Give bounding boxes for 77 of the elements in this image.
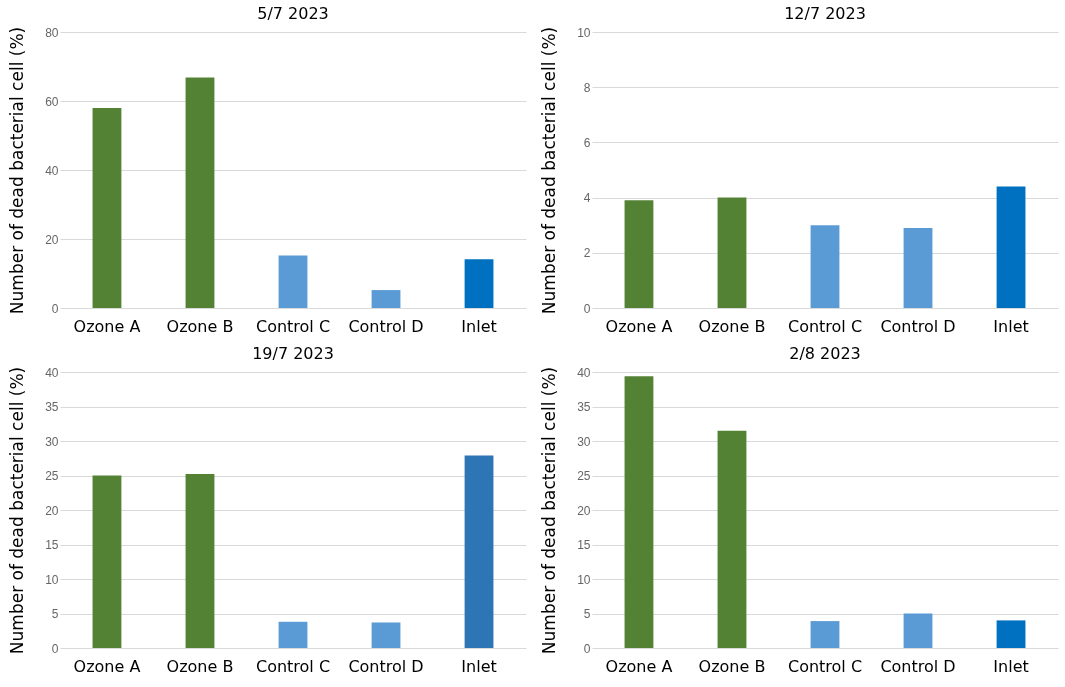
chart-title: 5/7 2023: [257, 4, 329, 23]
bar: [371, 622, 401, 648]
y-tick-label: 0: [583, 301, 591, 316]
y-tick-label: 25: [45, 469, 59, 483]
y-tick-label: 20: [577, 503, 591, 518]
y-tick-label: 2: [583, 246, 591, 261]
bar: [810, 621, 840, 648]
bar: [92, 107, 122, 308]
y-axis-title: Number of dead bacterial cell (%): [7, 366, 28, 655]
y-tick-label: 20: [45, 232, 59, 247]
y-tick-label: 10: [577, 572, 591, 587]
x-tick-label: Control D: [348, 656, 424, 676]
bar: [464, 455, 494, 648]
y-tick-label: 15: [577, 538, 591, 552]
y-tick-label: 4: [583, 191, 591, 206]
x-tick-label: Control C: [255, 656, 331, 676]
bar: [903, 227, 933, 308]
bar: [624, 200, 654, 308]
x-tick-label: Ozone A: [73, 656, 141, 676]
y-tick-label: 60: [45, 94, 59, 109]
x-tick-label: Ozone B: [166, 316, 234, 336]
y-tick-label: 30: [577, 434, 591, 449]
bar: [996, 620, 1026, 648]
bar: [185, 77, 215, 308]
y-tick-label: 6: [583, 135, 591, 150]
y-tick-label: 5: [583, 607, 591, 621]
y-axis-title: Number of dead bacterial cell (%): [539, 366, 560, 655]
chart-title: 12/7 2023: [784, 4, 866, 23]
y-tick-label: 8: [583, 80, 591, 95]
y-tick-label: 0: [583, 641, 591, 656]
y-tick-label: 35: [577, 400, 591, 414]
bar: [371, 290, 401, 308]
x-tick-label: Inlet: [993, 656, 1029, 676]
chart-title: 19/7 2023: [252, 344, 334, 363]
bar: [278, 255, 308, 308]
x-tick-label: Ozone A: [605, 316, 673, 336]
bar: [92, 475, 122, 648]
x-tick-label: Ozone A: [73, 316, 141, 336]
bar: [624, 376, 654, 648]
y-tick-label: 25: [577, 469, 591, 483]
bar: [996, 186, 1026, 308]
x-tick-label: Control C: [787, 656, 863, 676]
bar: [717, 430, 747, 648]
y-tick-label: 20: [45, 503, 59, 518]
y-tick-label: 80: [45, 25, 59, 40]
x-tick-label: Inlet: [461, 316, 497, 336]
x-tick-label: Inlet: [993, 316, 1029, 336]
y-tick-label: 0: [51, 641, 59, 656]
x-tick-label: Control C: [255, 316, 331, 336]
x-tick-label: Inlet: [461, 656, 497, 676]
bar: [810, 225, 840, 308]
x-tick-label: Ozone A: [605, 656, 673, 676]
chart-title: 2/8 2023: [789, 344, 861, 363]
bar: [278, 621, 308, 648]
x-tick-label: Ozone B: [698, 316, 766, 336]
x-tick-label: Control D: [880, 316, 956, 336]
bar: [464, 259, 494, 308]
y-tick-label: 10: [577, 25, 591, 40]
x-tick-label: Control C: [787, 316, 863, 336]
x-tick-label: Ozone B: [166, 656, 234, 676]
y-tick-label: 5: [51, 607, 59, 621]
bar: [903, 613, 933, 648]
y-tick-label: 40: [577, 365, 591, 380]
x-tick-label: Control D: [880, 656, 956, 676]
y-tick-label: 40: [45, 163, 59, 178]
x-tick-label: Control D: [348, 316, 424, 336]
y-tick-label: 10: [45, 572, 59, 587]
y-tick-label: 40: [45, 365, 59, 380]
bar: [185, 474, 215, 648]
y-tick-label: 35: [45, 400, 59, 414]
bar: [717, 197, 747, 308]
y-axis-title: Number of dead bacterial cell (%): [7, 26, 28, 315]
y-tick-label: 15: [45, 538, 59, 552]
x-tick-label: Ozone B: [698, 656, 766, 676]
y-tick-label: 30: [45, 434, 59, 449]
y-tick-label: 0: [51, 301, 59, 316]
y-axis-title: Number of dead bacterial cell (%): [539, 26, 560, 315]
